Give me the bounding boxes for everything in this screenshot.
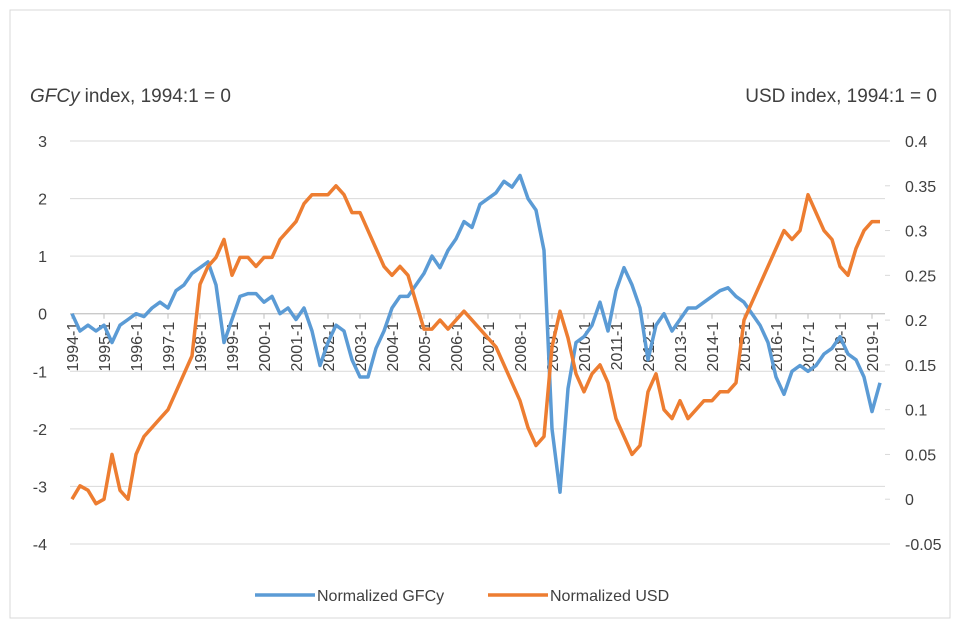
y-tick-label: -4 [33, 537, 47, 554]
series-line [70, 173, 882, 494]
x-tick-label: 1994-1 [65, 322, 82, 372]
x-tick-label: 2004-1 [385, 322, 402, 372]
x-tick-label: 2018-1 [833, 322, 850, 372]
x-tick-label: 2017-1 [801, 322, 818, 372]
y-tick-label: -2 [33, 422, 47, 439]
y2-tick-label: 0.1 [905, 403, 927, 420]
x-tick-label: 2011-1 [609, 322, 626, 371]
x-tick-label: 2000-1 [257, 322, 274, 372]
y2-tick-label: 0.2 [905, 313, 927, 330]
y2-tick-label: 0.35 [905, 179, 936, 196]
x-tick-label: 2013-1 [673, 322, 690, 372]
y-tick-label: 3 [38, 134, 47, 151]
x-tick-label: 2003-1 [353, 322, 370, 372]
y-tick-label: 0 [38, 307, 47, 324]
y2-tick-label: -0.05 [905, 537, 942, 554]
x-tick-label: 2014-1 [705, 322, 722, 372]
x-tick-label: 1997-1 [161, 322, 178, 372]
x-tick-label: 1999-1 [225, 322, 242, 372]
y-axis-label-text: index, 1994:1 = 0 [85, 86, 231, 107]
x-tick-label: 2008-1 [513, 322, 530, 372]
x-tick-label: 2006-1 [449, 322, 466, 372]
y-tick-label: -1 [33, 364, 47, 381]
y2-tick-label: 0.05 [905, 447, 936, 464]
legend-label: Normalized USD [550, 588, 669, 605]
y2-tick-label: 0.4 [905, 134, 927, 151]
y-tick-label: -3 [33, 479, 47, 496]
y2-axis-label: USD index, 1994:1 = 0 [745, 86, 937, 107]
y2-tick-label: 0.3 [905, 224, 927, 241]
y2-tick-label: 0.25 [905, 268, 936, 285]
x-tick-label: 1998-1 [193, 322, 210, 372]
x-tick-label: 2001-1 [289, 322, 306, 372]
y-axis-label: GFCy index, 1994:1 = 0 [30, 86, 231, 107]
x-tick-label: 2005-1 [417, 322, 434, 372]
x-tick-label: 1996-1 [129, 322, 146, 372]
series-line [70, 184, 880, 506]
y-tick-label: 2 [38, 192, 47, 209]
x-tick-label: 2019-1 [865, 322, 882, 372]
x-tick-label: 2010-1 [577, 322, 594, 372]
y2-tick-label: 0.15 [905, 358, 936, 375]
y-axis-label-name: GFCy [30, 86, 81, 107]
y2-tick-label: 0 [905, 492, 914, 509]
legend-label: Normalized GFCy [317, 588, 444, 605]
y-tick-label: 1 [38, 249, 47, 266]
